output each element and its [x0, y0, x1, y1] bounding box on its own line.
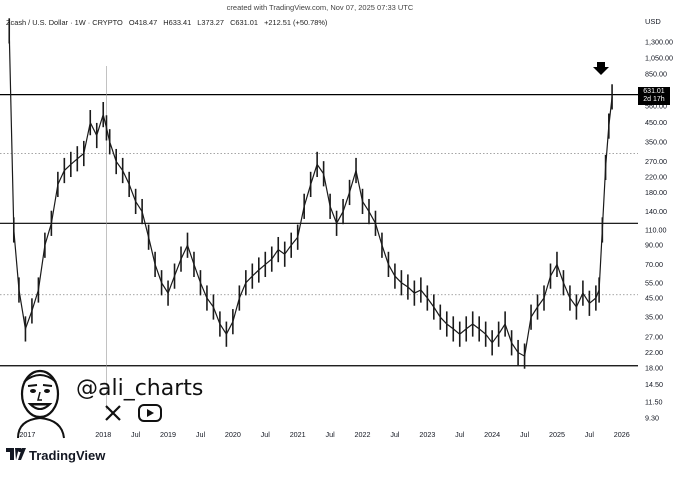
tradingview-logo-icon [6, 448, 26, 463]
y-tick-label-5: 450.00 [645, 118, 667, 127]
y-tick-label-0: 1,300.00 [645, 37, 673, 46]
y-tick-label-9: 180.00 [645, 188, 667, 197]
symbol-name[interactable]: Zcash / U.S. Dollar · 1W · CRYPTO [6, 18, 123, 27]
y-tick-label-19: 18.00 [645, 363, 663, 372]
y-tick-label-1: 1,050.00 [645, 54, 673, 63]
x-tick-label-1: 2018 [95, 430, 111, 439]
tradingview-brand[interactable]: TradingView [6, 448, 105, 463]
x-tick-label-2: Jul [131, 430, 141, 439]
x-tick-label-3: 2019 [160, 430, 176, 439]
y-tick-label-2: 850.00 [645, 70, 667, 79]
ohlc-high: H633.41 [163, 18, 192, 27]
x-tick-label-16: Jul [585, 430, 595, 439]
brand-name: TradingView [29, 448, 106, 463]
horizontal-levels [0, 66, 638, 410]
x-tick-label-0: 2017 [19, 430, 35, 439]
y-tick-label-16: 35.00 [645, 313, 663, 322]
last-price: 631.01 [643, 88, 665, 95]
x-tick-label-11: 2023 [419, 430, 435, 439]
y-tick-label-22: 9.30 [645, 414, 659, 423]
currency-label[interactable]: USD [645, 17, 661, 26]
x-tick-label-13: 2024 [484, 430, 500, 439]
y-tick-label-7: 270.00 [645, 157, 667, 166]
y-tick-label-21: 11.50 [645, 397, 662, 406]
y-axis[interactable]: 1,300.001,050.00850.00690.00560.00450.00… [645, 37, 673, 422]
ohlc-change: +212.51 (+50.78%) [264, 18, 328, 27]
creation-note: created with TradingView.com, Nov 07, 20… [226, 3, 414, 12]
x-tick-label-5: 2020 [225, 430, 241, 439]
x-tick-label-15: 2025 [549, 430, 565, 439]
y-tick-label-11: 110.00 [645, 225, 666, 234]
x-axis[interactable]: 2017 2018 Jul 2019 Jul 2020 Jul 2021 Jul 2022 Jul 2… [19, 430, 629, 439]
y-tick-label-13: 70.00 [645, 260, 663, 269]
y-tick-label-14: 55.00 [645, 278, 663, 287]
y-tick-label-4: 560.00 [645, 101, 667, 110]
x-tick-label-8: Jul [326, 430, 336, 439]
avatar [8, 364, 72, 445]
y-tick-label-6: 350.00 [645, 137, 667, 146]
symbol-legend: Zcash / U.S. Dollar · 1W · CRYPTO O418.4… [6, 18, 331, 27]
x-tick-label-4: Jul [196, 430, 206, 439]
x-tick-label-6: Jul [261, 430, 271, 439]
down-arrow-icon [593, 62, 609, 75]
y-tick-label-15: 45.00 [645, 294, 663, 303]
y-tick-label-20: 14.50 [645, 380, 663, 389]
y-tick-label-17: 27.00 [645, 332, 663, 341]
author-handle: @ali_charts [76, 376, 204, 401]
last-price-tag: 631.01 2d 17h [638, 87, 670, 105]
ohlc-low: L373.27 [197, 18, 224, 27]
x-tick-label-12: Jul [455, 430, 465, 439]
price-series [8, 18, 613, 369]
y-tick-label-12: 90.00 [645, 241, 663, 250]
y-tick-label-10: 140.00 [645, 207, 667, 216]
x-tick-label-9: 2022 [355, 430, 371, 439]
x-tick-label-10: Jul [390, 430, 400, 439]
bar-countdown: 2d 17h [643, 96, 665, 103]
x-tick-label-14: Jul [520, 430, 530, 439]
x-logo-icon[interactable] [104, 404, 122, 427]
x-tick-label-17: 2026 [614, 430, 630, 439]
y-tick-label-18: 22.00 [645, 348, 663, 357]
x-tick-label-7: 2021 [290, 430, 306, 439]
youtube-icon[interactable] [138, 404, 162, 427]
ohlc-close: C631.01 [230, 18, 259, 27]
y-tick-label-8: 220.00 [645, 173, 667, 182]
ohlc-open: O418.47 [128, 18, 158, 27]
